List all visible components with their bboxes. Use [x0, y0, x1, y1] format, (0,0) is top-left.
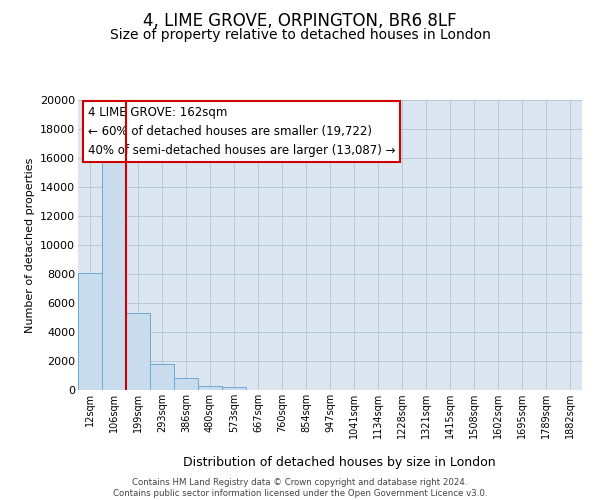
Bar [150, 364, 174, 390]
Text: Size of property relative to detached houses in London: Size of property relative to detached ho… [110, 28, 490, 42]
Bar [102, 151, 126, 390]
Text: Contains HM Land Registry data © Crown copyright and database right 2024.
Contai: Contains HM Land Registry data © Crown c… [113, 478, 487, 498]
Bar [174, 378, 198, 390]
Text: 4 LIME GROVE: 162sqm
← 60% of detached houses are smaller (19,722)
40% of semi-d: 4 LIME GROVE: 162sqm ← 60% of detached h… [88, 106, 395, 157]
Text: Distribution of detached houses by size in London: Distribution of detached houses by size … [182, 456, 496, 469]
Bar [126, 313, 150, 390]
Bar [222, 387, 246, 390]
Bar [198, 386, 222, 390]
Y-axis label: Number of detached properties: Number of detached properties [25, 158, 35, 332]
Bar [78, 272, 102, 390]
Text: 4, LIME GROVE, ORPINGTON, BR6 8LF: 4, LIME GROVE, ORPINGTON, BR6 8LF [143, 12, 457, 30]
